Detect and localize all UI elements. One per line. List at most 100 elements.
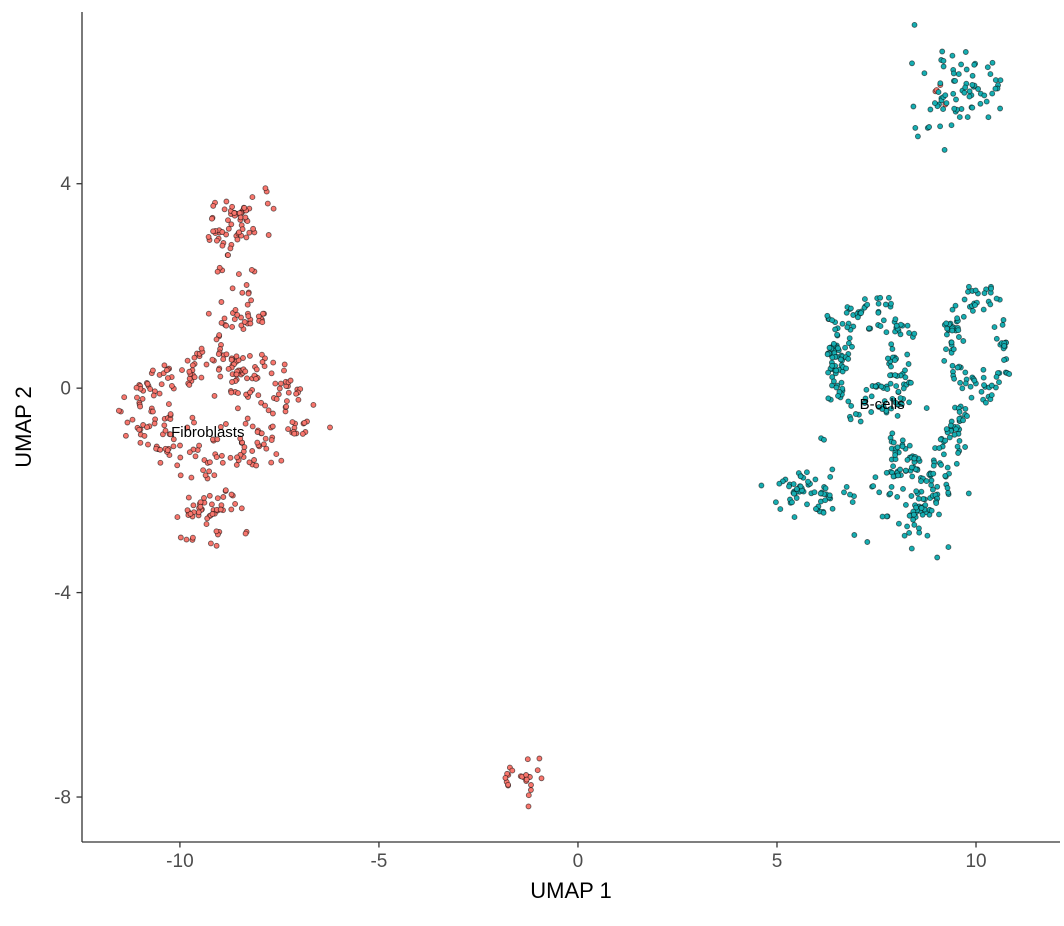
data-point (960, 338, 967, 344)
data-point (942, 92, 949, 99)
data-point (218, 319, 225, 326)
data-point (904, 351, 911, 358)
data-point (972, 302, 978, 309)
data-point (887, 490, 894, 497)
data-point (525, 803, 532, 810)
data-point (285, 389, 292, 396)
data-point (843, 483, 850, 490)
data-point (253, 462, 260, 469)
data-point (273, 396, 280, 403)
data-point (849, 499, 856, 506)
data-point (206, 468, 213, 475)
data-point (930, 470, 937, 477)
data-point (229, 285, 236, 292)
data-point (209, 511, 216, 517)
data-point (234, 454, 240, 461)
data-point (265, 232, 272, 238)
data-point (911, 330, 918, 337)
data-point (969, 72, 976, 79)
data-point (847, 416, 854, 423)
data-point (918, 505, 925, 511)
data-point (265, 407, 272, 414)
data-point (927, 106, 934, 113)
data-point (188, 474, 195, 481)
data-point (944, 485, 951, 491)
data-point (899, 443, 906, 450)
data-point (213, 528, 220, 535)
data-point (165, 401, 172, 408)
data-point (943, 331, 950, 338)
data-point (228, 389, 235, 396)
data-point (310, 401, 317, 408)
data-point (225, 217, 231, 224)
data-point (203, 521, 210, 528)
data-point (234, 236, 241, 243)
data-point (264, 200, 271, 207)
data-point (812, 505, 819, 512)
data-point (878, 383, 885, 390)
data-point (167, 411, 174, 418)
data-point (910, 511, 917, 518)
data-point (238, 322, 245, 329)
data-point (835, 392, 841, 399)
data-point (829, 362, 836, 369)
data-point (824, 351, 831, 358)
data-point (242, 214, 249, 221)
data-point (829, 466, 836, 473)
data-point (245, 290, 252, 297)
data-point (157, 446, 164, 453)
data-point (222, 487, 229, 494)
data-point (158, 381, 165, 388)
data-point (960, 417, 967, 424)
data-point (904, 322, 911, 329)
data-point (987, 71, 994, 78)
data-point (538, 775, 545, 782)
data-point (502, 774, 509, 781)
data-point (145, 441, 151, 448)
data-point (825, 369, 832, 376)
data-point (164, 447, 171, 454)
data-point (210, 228, 217, 235)
data-point (891, 357, 898, 364)
data-point (281, 367, 287, 374)
data-point (174, 462, 181, 469)
data-point (948, 122, 955, 129)
cluster-label-fibroblasts: Fibroblasts (171, 424, 244, 441)
data-point (954, 443, 961, 450)
data-point (829, 317, 836, 324)
data-point (221, 206, 228, 213)
data-point (981, 382, 987, 389)
data-point (953, 426, 959, 433)
data-point (790, 481, 797, 488)
data-point (200, 467, 207, 474)
data-point (162, 427, 169, 434)
data-point (893, 383, 900, 390)
data-point (534, 767, 541, 774)
data-point (150, 392, 157, 399)
data-point (950, 90, 957, 97)
data-point (978, 388, 985, 395)
data-point (906, 529, 913, 536)
data-point (527, 787, 534, 793)
data-point (834, 331, 841, 338)
data-point (822, 485, 829, 492)
data-point (962, 369, 969, 376)
data-point (901, 532, 908, 539)
data-point (843, 309, 850, 316)
data-point (179, 367, 185, 374)
data-point (231, 210, 238, 216)
data-point (786, 483, 792, 490)
data-point (524, 756, 531, 763)
data-point (965, 283, 972, 290)
data-point (293, 390, 300, 397)
data-point (186, 449, 193, 456)
data-point (270, 205, 277, 212)
data-point (969, 104, 976, 111)
data-point (239, 226, 246, 233)
data-point (965, 490, 972, 497)
data-point (214, 436, 221, 443)
data-point (129, 416, 136, 423)
data-point (144, 380, 151, 387)
data-point (908, 464, 915, 471)
